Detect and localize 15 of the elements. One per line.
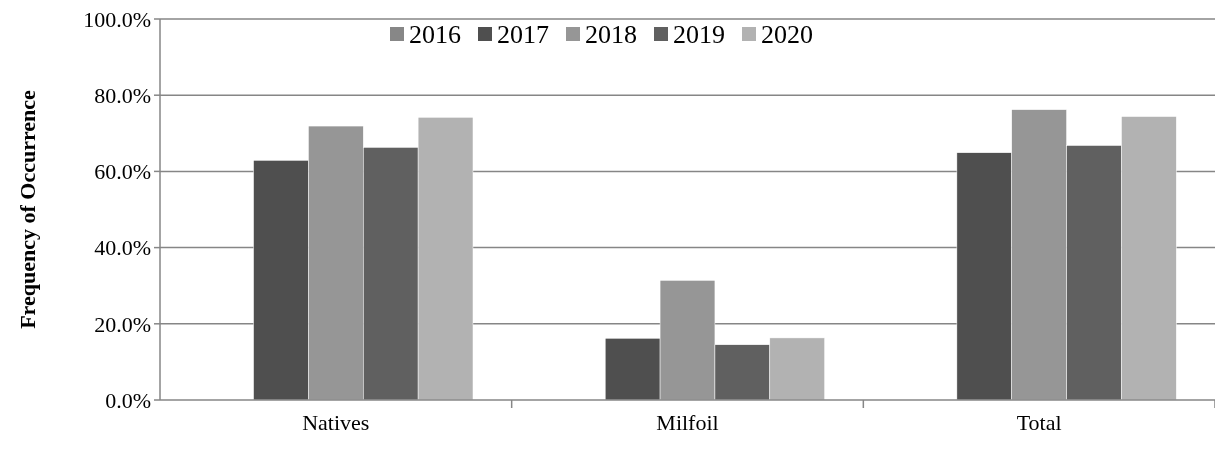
- y-tick-label: 100.0%: [83, 6, 151, 32]
- x-tick-label: Milfoil: [656, 410, 719, 435]
- legend-label: 2019: [673, 20, 725, 50]
- y-tick-label: 60.0%: [94, 159, 151, 185]
- y-axis-title: Frequency of Occurrence: [15, 89, 40, 329]
- y-tick-label: 80.0%: [94, 82, 151, 108]
- legend-label: 2017: [497, 20, 549, 50]
- x-tick-label: Total: [1016, 410, 1062, 435]
- y-tick-label: 40.0%: [94, 235, 151, 261]
- legend-label: 2020: [761, 20, 813, 50]
- x-tick-label: Natives: [302, 410, 370, 435]
- y-tick-label: 0.0%: [105, 387, 151, 413]
- legend-label: 2016: [409, 20, 461, 50]
- legend-label: 2018: [585, 20, 637, 50]
- y-tick-label: 20.0%: [94, 311, 151, 337]
